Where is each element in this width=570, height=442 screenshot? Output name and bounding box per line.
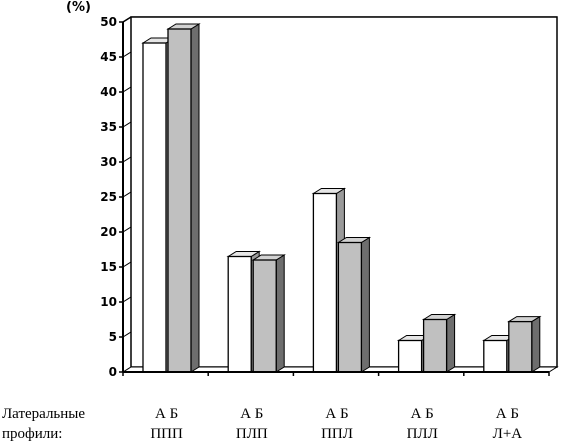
y-tick-label: 30: [100, 155, 117, 169]
bar-side: [275, 254, 285, 373]
bar-Б-ПЛП: [252, 259, 277, 373]
bar-А-ПЛП: [227, 255, 252, 373]
x-axis: [122, 371, 550, 376]
y-tick-label: 35: [100, 120, 117, 134]
category-label: ПЛЛ: [407, 426, 438, 442]
bar-side: [360, 236, 370, 373]
bar-Б-ППЛ: [337, 241, 363, 373]
category-labels: А Б ППП А Б ПЛП А Б ППЛ А Б ПЛЛ А Б Л+А: [150, 406, 522, 442]
gridline-side: [122, 121, 132, 128]
gridline-side: [122, 51, 132, 58]
bar-side: [446, 313, 456, 373]
bar-side: [190, 23, 200, 373]
bar-А-Л+А: [483, 339, 508, 373]
bar-side: [531, 315, 541, 373]
y-tick-label: 40: [100, 85, 117, 99]
y-tick-label: 45: [100, 50, 117, 64]
category-label: Л+А: [493, 426, 523, 442]
category-label: ППП: [150, 426, 183, 442]
y-tick-label: 10: [100, 295, 117, 309]
y-tick-label: 25: [100, 190, 117, 204]
bar-А-ПЛЛ: [397, 339, 423, 373]
bar-Б-ПЛЛ: [422, 318, 448, 373]
bar-Б-Л+А: [508, 320, 533, 373]
category-label: ППЛ: [321, 426, 353, 442]
y-tick-label: 50: [100, 15, 117, 29]
y-tick-label: 20: [100, 225, 117, 239]
series-letters: А Б: [240, 406, 263, 422]
bar-А-ППП: [142, 42, 167, 373]
y-tick-label: 0: [109, 365, 117, 379]
y-unit-label: (%): [66, 0, 91, 15]
gridline-side: [122, 331, 132, 338]
bars: [141, 23, 542, 373]
bar-А-ППЛ: [312, 192, 338, 373]
row-label-line1: Латеральные: [2, 406, 85, 422]
row-label-line2: профили:: [2, 426, 62, 442]
gridline-side: [122, 226, 132, 233]
category-label: ПЛП: [236, 426, 268, 442]
series-letters: А Б: [496, 406, 519, 422]
series-letters: А Б: [411, 406, 434, 422]
gridline-side: [122, 261, 132, 268]
gridline-side: [122, 296, 132, 303]
side-wall-top: [122, 16, 132, 23]
bar-Б-ППП: [167, 28, 192, 373]
gridline-side: [122, 86, 132, 93]
gridline-side: [122, 191, 132, 198]
y-axis: 0 5 10 15 20 25 30 35 40 45 50: [100, 15, 124, 379]
series-letters: А Б: [325, 406, 348, 422]
gridline-side: [122, 156, 132, 163]
y-tick-label: 5: [109, 330, 117, 344]
series-letters: А Б: [155, 406, 178, 422]
y-tick-label: 15: [100, 260, 117, 274]
